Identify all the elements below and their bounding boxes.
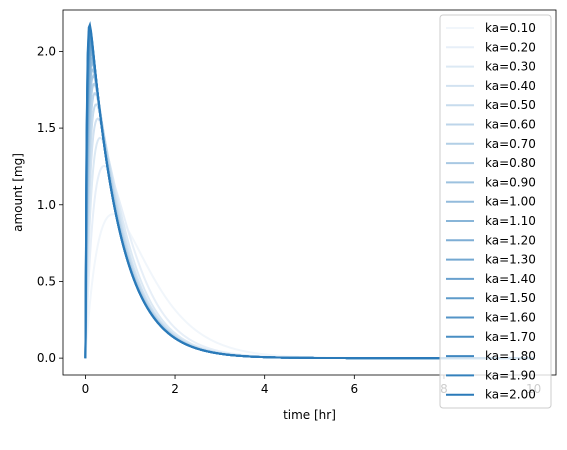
- y-tick-label: 1.5: [37, 121, 56, 135]
- legend-entry-label: ka=1.20: [485, 233, 536, 247]
- plot-frame: [62, 9, 557, 376]
- legend-entry-label: ka=0.50: [485, 98, 536, 112]
- legend-entry-label: ka=0.60: [485, 118, 536, 132]
- legend-entry-label: ka=2.00: [485, 388, 536, 402]
- legend-entry-label: ka=1.60: [485, 311, 536, 325]
- x-tick-label: 4: [261, 382, 269, 396]
- legend-entry-label: ka=1.80: [485, 349, 536, 363]
- legend-entry-label: ka=1.10: [485, 214, 536, 228]
- legend-entry-label: ka=1.30: [485, 253, 536, 267]
- legend-entry-label: ka=1.00: [485, 195, 536, 209]
- y-axis-label: amount [mg]: [11, 153, 25, 232]
- y-tick-label: 0.0: [37, 351, 56, 365]
- legend-entry-label: ka=0.40: [485, 79, 536, 93]
- legend-entry-label: ka=1.50: [485, 291, 536, 305]
- y-tick-label: 1.0: [37, 198, 56, 212]
- y-tick-label: 2.0: [37, 44, 56, 58]
- legend-entry-label: ka=0.70: [485, 137, 536, 151]
- x-tick-label: 2: [171, 382, 179, 396]
- x-tick-label: 6: [350, 382, 358, 396]
- legend-box: [439, 14, 552, 409]
- legend-entry-label: ka=1.70: [485, 330, 536, 344]
- legend-entry-label: ka=0.20: [485, 40, 536, 54]
- legend-entry-label: ka=0.10: [485, 21, 536, 35]
- legend-entry-label: ka=1.40: [485, 272, 536, 286]
- y-axis: 0.0 0.5 1.0 1.5 2.0: [37, 44, 63, 365]
- y-tick-label: 0.5: [37, 274, 56, 288]
- x-axis-label: time [hr]: [283, 408, 336, 422]
- legend-entry-label: ka=0.30: [485, 60, 536, 74]
- legend-entry-label: ka=1.90: [485, 368, 536, 382]
- legend: ka=0.10 ka=0.20 ka=0.30 ka=0.40 ka=0.50 ka=0.…: [439, 14, 552, 409]
- legend-entry-label: ka=0.90: [485, 175, 536, 189]
- legend-entry-label: ka=0.80: [485, 156, 536, 170]
- x-tick-label: 0: [82, 382, 90, 396]
